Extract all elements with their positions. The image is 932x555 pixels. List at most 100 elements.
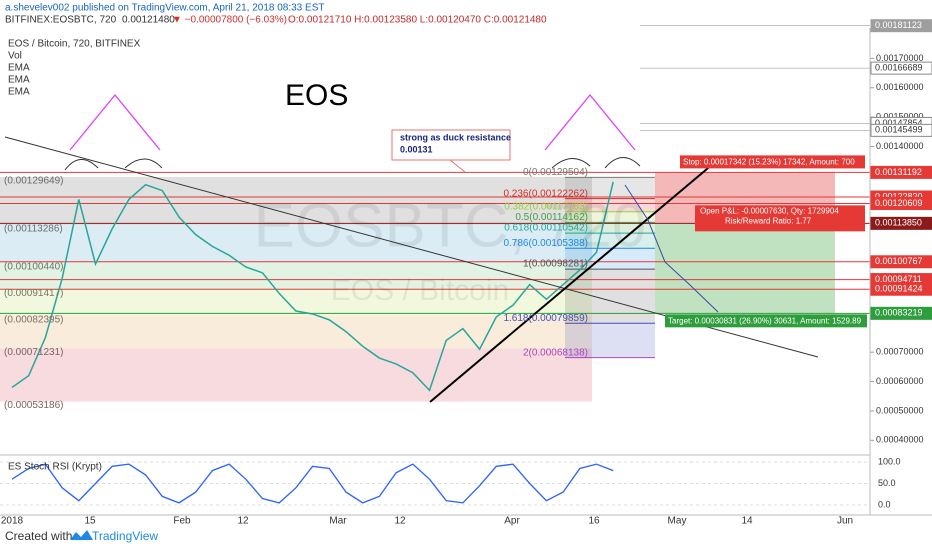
fib-label: (0.00091417) [4,288,64,299]
fib-band [565,177,655,199]
price-label-box [870,123,932,137]
symbol: BITFINEX:EOSBTC, 720 [5,15,117,26]
position-text: Risk/Reward Ratio: 1.77 [725,216,812,225]
y-tick-label: 0.00050000 [876,405,924,415]
indicator: Vol [8,51,22,62]
y-tick-label: 0.00060000 [876,376,924,386]
fib-label: (0.00100440) [4,261,64,272]
fib-band [0,348,592,402]
logo [70,530,93,540]
y-tick-label: 0.00140000 [876,141,924,151]
fib-band [565,211,655,223]
ohlc: O:0.00121710 H:0.00123580 L:0.00120470 C… [288,15,547,26]
x-tick-label: 15 [84,516,96,527]
fib-band [565,222,655,234]
rsi-title: ES Stoch RSI (Krypt) [8,462,102,473]
text-layer: a.shevelev002 published on TradingView.c… [1,3,932,543]
annotation: EOS [285,79,348,112]
price-label-box [870,165,932,179]
footer-created: Created with [5,529,72,543]
indicator: EMA [8,63,30,74]
callout-box [391,129,511,161]
y-tick-label: 0.00170000 [876,53,924,63]
fib-label: (0.00053186) [4,400,64,411]
x-tick-label: Feb [173,516,191,527]
fib-label: (0.00082395) [4,314,64,325]
price-label: 0.00113850 [875,218,922,228]
fib-label: 0.382(0.00117783) [504,201,588,212]
price-label-box [870,19,932,33]
price-label: 0.00083219 [875,308,923,318]
y-tick-label: 0.00040000 [876,435,924,445]
price-line [11,181,614,392]
price-label: 0.00181123 [875,20,922,30]
position-box [665,314,867,328]
fib-label: (0.00071231) [4,347,64,358]
price-label-box [870,306,932,320]
price-label: 0.00131192 [875,167,922,177]
rsi-tick-label: 50.0 [878,478,896,488]
x-tick-label: 12 [394,516,406,527]
callout-text: 0.00131 [400,144,433,154]
indicator: EMA [8,87,30,98]
fib-band [565,198,655,212]
price-label: 0.00147854 [875,118,923,128]
fib-band [0,176,592,226]
triangle [69,93,161,151]
price-label: 0.00100767 [875,256,923,266]
price-label-box [870,61,932,75]
last-price: 0.00121480 [122,15,175,26]
watermark: EOS / Bitcoin [331,274,509,307]
price-label: 0.00145499 [875,125,923,135]
price-label: 0.00166689 [875,62,923,72]
fib-band [565,323,655,358]
x-tick-label: 2018 [1,516,24,527]
price-label: 0.00120609 [875,198,923,208]
position-box [695,205,865,232]
position-text: Target: 0.00030831 (26.90%) 30631, Amoun… [668,316,862,325]
fib-label: 1.618(0.00079859) [503,313,588,324]
y-tick-label: 0.00150000 [876,112,924,122]
indicator: EMA [8,75,30,86]
price-label: 0.00091424 [875,284,923,294]
triangle [544,93,636,151]
callout-pointer [449,159,466,173]
fib-band [565,233,655,249]
fib-label: 1(0.00098281) [523,259,588,270]
callout-text: strong as duck resistance [400,132,511,142]
x-tick-label: 16 [588,516,600,527]
price-label-box [870,255,932,269]
fib-label: (0.00113286) [4,224,63,235]
fib-band [0,262,592,290]
fib-band [565,269,655,324]
fib-label: 0.5(0.00114162) [515,212,588,223]
rsi-tick-label: 0.0 [878,499,891,509]
x-tick-label: 14 [741,516,753,527]
background-layer [0,172,835,402]
chart-layer [0,25,874,506]
projection-arrows [624,184,719,313]
position-text: Stop: 0.00017342 (15.23%) 17342, Amount:… [683,158,855,167]
target-zone [655,223,835,314]
x-tick-label: Apr [504,516,520,527]
chart-title: EOS / Bitcoin, 720, BITFINEX [8,39,141,50]
position-text: Open P&L: -0.00007630, Qty: 1729904 [700,206,839,215]
arcs [64,157,641,171]
price-label-box [870,196,932,210]
fib-label: 0.786(0.00105388) [503,238,588,249]
fib-label: 2(0.00068138) [523,347,588,358]
y-tick-label: 0.00070000 [876,347,924,357]
fib-label: 0(0.00129504) [523,167,588,178]
fib-label: (0.00129649) [4,176,64,187]
x-tick-label: Jun [837,516,853,527]
trendline [429,157,721,403]
price-label: 0.00122820 [875,191,923,201]
footer-brand: TradingView [92,529,158,543]
rsi-tick-label: 100.0 [878,456,901,466]
x-tick-label: 12 [237,516,249,527]
fib-band [565,248,655,270]
price-label-box [870,216,932,230]
publisher: a.shevelev002 published on TradingView.c… [5,3,324,14]
y-tick-label: 0.00160000 [876,82,924,92]
